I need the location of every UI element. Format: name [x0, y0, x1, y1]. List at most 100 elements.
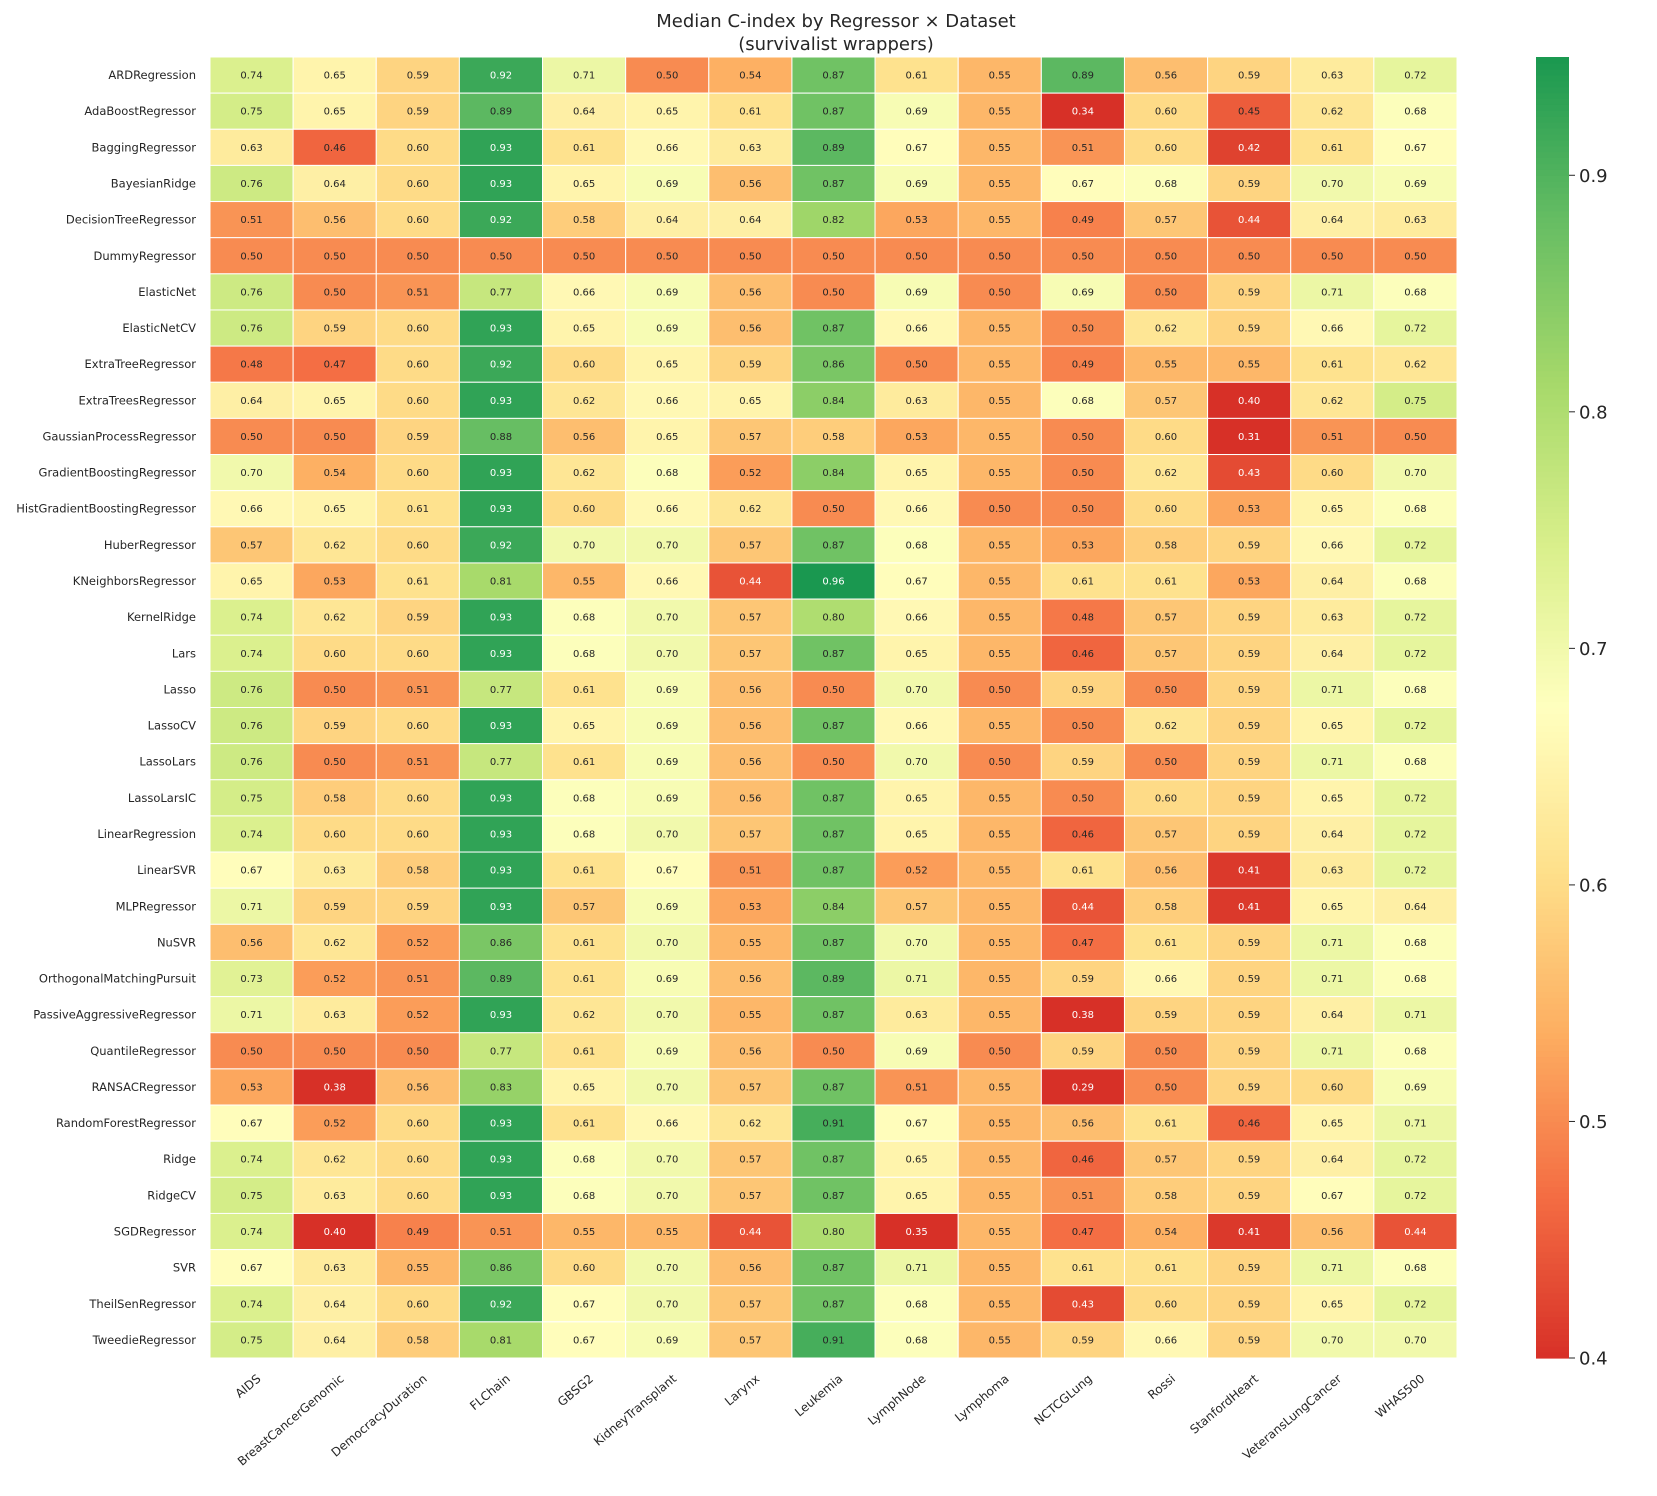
colorbar-segment: [1536, 571, 1569, 578]
colorbar-segment: [1536, 760, 1569, 768]
cell-value-label: 0.61: [573, 974, 595, 985]
cell-value-label: 0.68: [1404, 1263, 1426, 1274]
cell-value-label: 0.56: [1155, 71, 1177, 82]
colorbar-segment: [1536, 1257, 1569, 1264]
cell-value-label: 0.50: [906, 251, 928, 262]
cell-value-label: 0.50: [1404, 432, 1426, 443]
heatmap-cell: [957, 237, 1042, 275]
heatmap-cell: [1373, 1140, 1458, 1178]
cell-value-label: 0.69: [906, 179, 928, 190]
heatmap-cell: [1373, 417, 1458, 456]
cell-value-label: 0.70: [1321, 179, 1343, 190]
cell-value-label: 0.92: [490, 71, 512, 82]
heatmap-cell: [1373, 670, 1458, 708]
heatmap-cell: [1290, 92, 1375, 130]
heatmap-cell: [375, 743, 460, 781]
cell-value-label: 0.61: [1155, 938, 1177, 949]
cell-value-label: 0.87: [822, 866, 844, 877]
cell-value-label: 0.93: [490, 1010, 512, 1021]
heatmap-cell: [957, 1068, 1042, 1106]
cell-value-label: 0.50: [324, 287, 346, 298]
cell-value-label: 0.60: [407, 360, 429, 371]
colorbar-segment: [1536, 465, 1569, 472]
cell-value-label: 0.89: [1072, 71, 1094, 82]
colorbar-segment: [1536, 932, 1569, 939]
cell-value-label: 0.68: [906, 1335, 928, 1346]
heatmap-cell: [1373, 237, 1458, 275]
cell-value-label: 0.50: [989, 757, 1011, 768]
cell-value-label: 0.93: [490, 721, 512, 732]
heatmap-cell: [292, 562, 377, 600]
colorbar-segment: [1536, 234, 1569, 241]
colorbar-segment: [1536, 997, 1569, 1004]
cell-value-label: 0.66: [656, 396, 678, 407]
cell-value-label: 0.50: [656, 251, 678, 262]
heatmap-cell: [542, 164, 627, 203]
colorbar-segment: [1536, 642, 1569, 649]
heatmap-cell: [1123, 815, 1209, 853]
cell-value-label: 0.96: [822, 577, 844, 588]
heatmap-cell: [292, 670, 377, 708]
heatmap-cell: [791, 128, 876, 166]
heatmap-cell: [375, 56, 460, 94]
cell-value-label: 0.57: [1155, 613, 1177, 624]
cell-value-label: 0.51: [407, 685, 429, 696]
cell-value-label: 0.69: [656, 757, 678, 768]
colorbar-tick-label: 0.9: [1579, 166, 1608, 187]
heatmap-cell: [1123, 923, 1209, 961]
heatmap-cell: [1373, 562, 1458, 600]
cell-value-label: 0.69: [906, 287, 928, 298]
cell-value-label: 0.55: [989, 649, 1011, 660]
cell-value-label: 0.87: [822, 1263, 844, 1274]
cell-value-label: 0.55: [989, 396, 1011, 407]
heatmap-cell: [458, 1212, 544, 1251]
cell-value-label: 0.55: [989, 938, 1011, 949]
cell-value-label: 0.93: [490, 793, 512, 804]
cell-value-label: 0.43: [1238, 468, 1260, 479]
cell-value-label: 0.56: [739, 1263, 761, 1274]
cell-value-label: 0.74: [240, 829, 262, 840]
heatmap-cell: [1040, 996, 1125, 1034]
colorbar-segment: [1536, 813, 1569, 821]
cell-value-label: 0.65: [906, 468, 928, 479]
cell-value-label: 0.62: [1155, 324, 1177, 335]
cell-value-label: 0.55: [989, 360, 1011, 371]
colorbar-segment: [1536, 772, 1569, 780]
colorbar-segment: [1536, 441, 1569, 448]
cell-value-label: 0.66: [656, 143, 678, 154]
cell-value-label: 0.55: [989, 1227, 1011, 1238]
cell-value-label: 0.65: [1321, 1299, 1343, 1310]
cell-value-label: 0.68: [573, 1155, 595, 1166]
cell-value-label: 0.59: [1238, 287, 1260, 298]
heatmap-cell: [375, 1104, 460, 1142]
cell-value-label: 0.68: [1404, 107, 1426, 118]
heatmap-cell: [625, 779, 710, 817]
heatmap-cell: [1123, 1032, 1209, 1070]
cell-value-label: 0.67: [656, 866, 678, 877]
colorbar-segment: [1536, 1151, 1569, 1158]
colorbar-segment: [1536, 269, 1569, 277]
cell-value-label: 0.44: [739, 577, 761, 588]
heatmap-cell: [542, 1176, 627, 1214]
colorbar-segment: [1536, 731, 1569, 738]
cell-value-label: 0.50: [989, 287, 1011, 298]
cell-value-label: 0.55: [989, 974, 1011, 985]
heatmap-cell: [1207, 128, 1292, 166]
cell-value-label: 0.87: [822, 649, 844, 660]
cell-value-label: 0.68: [573, 649, 595, 660]
row-label: BayesianRidge: [111, 176, 196, 190]
cell-value-label: 0.60: [407, 1191, 429, 1202]
heatmap-cell: [292, 1140, 377, 1178]
colorbar-segment: [1536, 961, 1569, 969]
heatmap-cell: [1207, 1104, 1292, 1142]
colorbar-segment: [1536, 973, 1569, 981]
cell-value-label: 0.84: [822, 468, 844, 479]
heatmap-cell: [1290, 670, 1375, 708]
cell-value-label: 0.57: [1155, 1155, 1177, 1166]
cell-value-label: 0.67: [906, 1119, 928, 1130]
cell-value-label: 0.51: [240, 215, 262, 226]
cell-value-label: 0.56: [739, 287, 761, 298]
cell-value-label: 0.68: [1404, 504, 1426, 515]
cell-value-label: 0.72: [1404, 71, 1426, 82]
colorbar-segment: [1536, 713, 1569, 720]
